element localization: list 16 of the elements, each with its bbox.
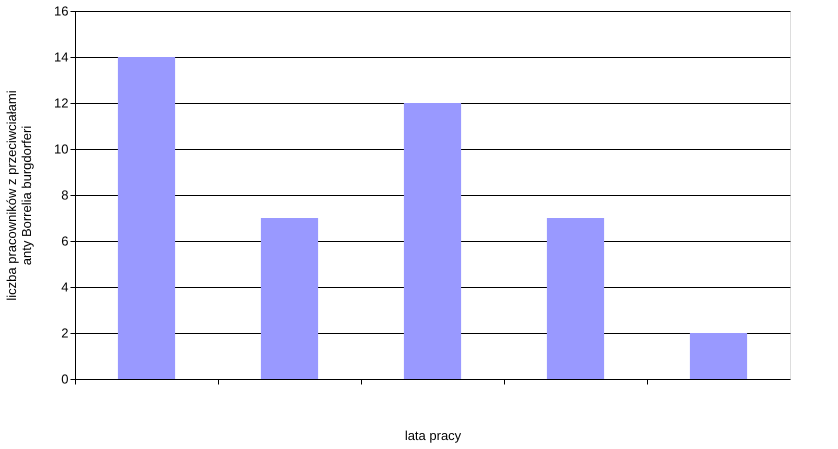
bar: [260, 218, 318, 379]
y-tick-label: 0: [61, 372, 68, 386]
y-tick-label: 14: [54, 50, 68, 64]
bar: [546, 218, 604, 379]
y-axis-title: liczba pracowników z przeciwciałami anty Borrelia burgdorferi: [4, 90, 34, 301]
y-tick-label: 10: [54, 142, 68, 156]
y-tick-label: 4: [61, 280, 68, 294]
y-tick-label: 12: [54, 96, 68, 110]
bar: [690, 333, 748, 379]
bar: [404, 103, 462, 379]
y-tick-label: 6: [61, 234, 68, 248]
y-tick-label: 8: [61, 188, 68, 202]
y-tick-label: 2: [61, 326, 68, 340]
x-axis-title: lata pracy: [404, 428, 462, 443]
bar: [118, 57, 176, 379]
y-tick-label: 16: [54, 4, 68, 18]
